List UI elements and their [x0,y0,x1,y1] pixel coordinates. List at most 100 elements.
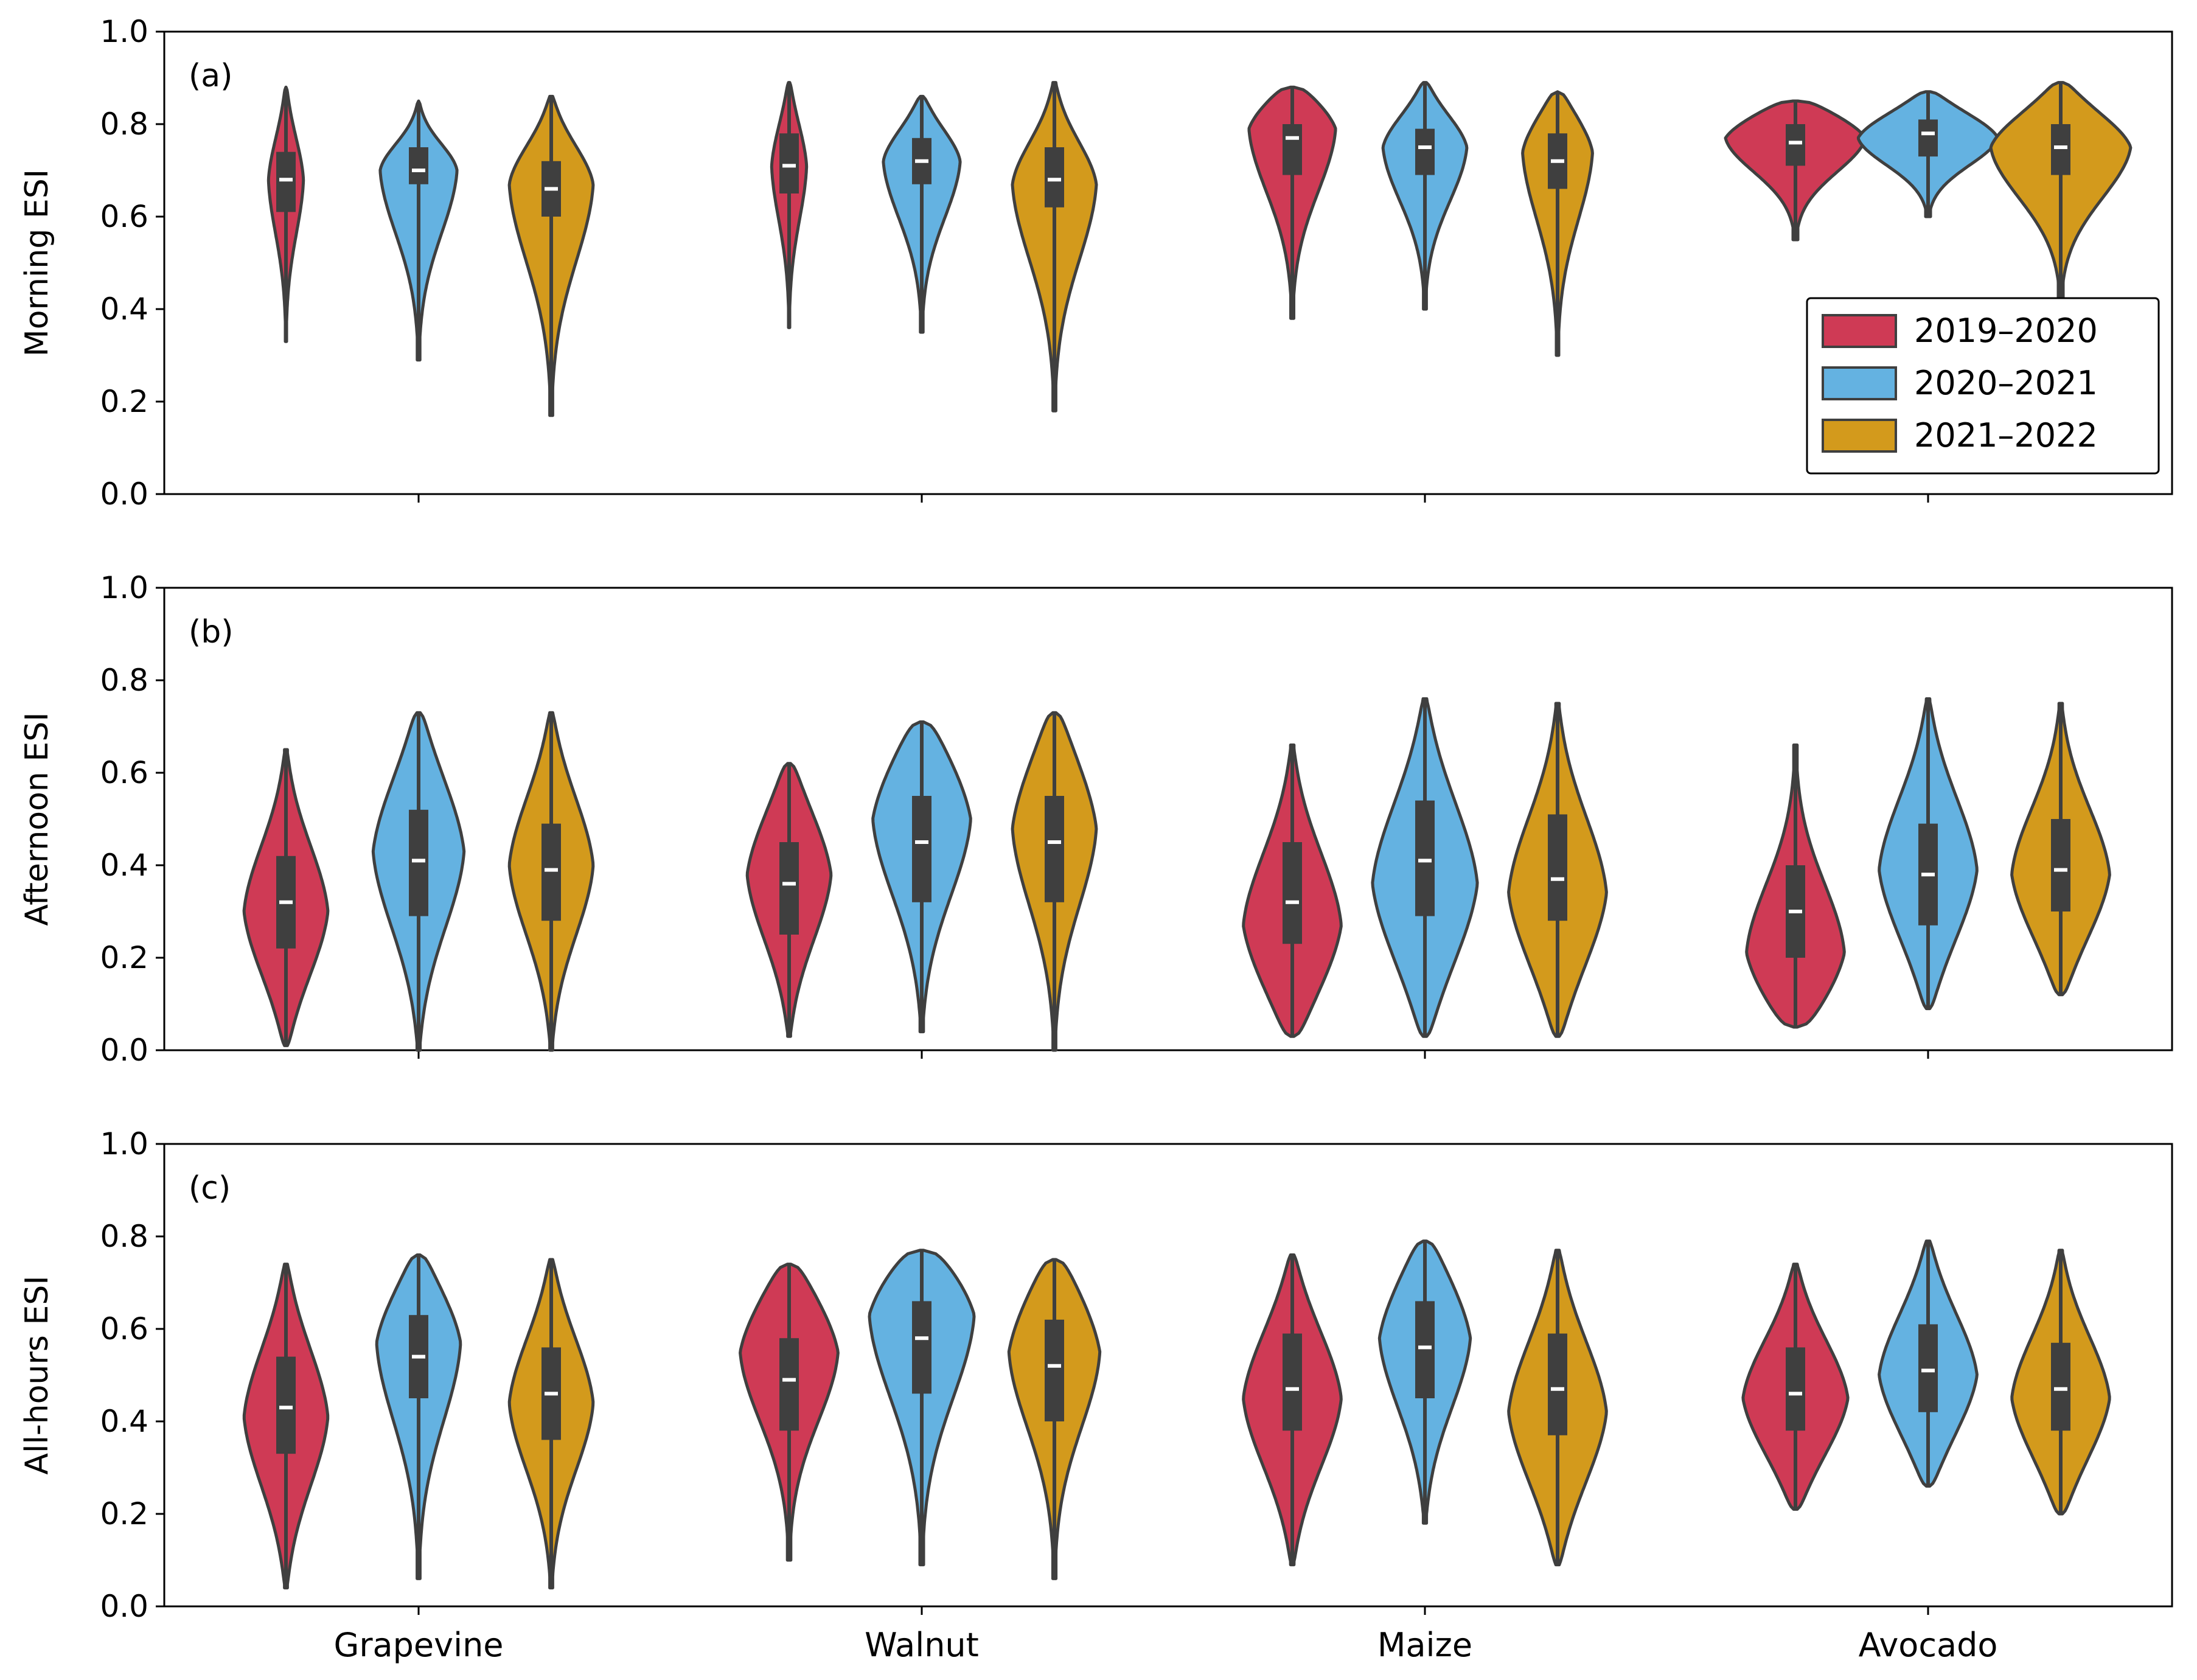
violin-iqr-box [1283,842,1302,944]
y-tick-label: 0.8 [100,663,148,698]
y-tick-label: 0.6 [100,1311,148,1347]
legend-swatch [1822,314,1897,348]
violin-iqr-box [276,1356,296,1454]
violin-iqr-box [1918,1324,1938,1412]
violin-iqr-box [541,823,561,921]
violin-iqr-box [1415,1301,1435,1398]
violin [1878,697,1979,1011]
legend-label: 2021–2022 [1914,416,2098,455]
violin [1507,702,1608,1038]
violin-iqr-box [409,147,428,184]
legend: 2019–2020 2020–2021 2021–2022 [1806,297,2160,475]
y-axis-label: All-hours ESI [19,1275,55,1474]
y-tick-label: 0.0 [100,1033,148,1068]
violin-iqr-box [779,842,799,935]
violin-iqr-box [2051,819,2070,911]
violin-iqr-box [1548,814,1567,921]
violin [507,94,595,417]
y-tick-label: 0.0 [100,1589,148,1624]
y-tick-label: 0.8 [100,106,148,142]
violin [378,99,459,362]
violin-iqr-box [276,152,296,212]
legend-label: 2019–2020 [1914,312,2098,350]
legend-swatch [1822,419,1897,453]
y-tick-label: 0.2 [100,384,148,419]
panel-label: (c) [189,1170,231,1207]
violin [2010,1249,2111,1516]
violin [371,711,466,1052]
violin-iqr-box [912,796,931,902]
violin-iqr-box [779,133,799,193]
violin [266,85,305,343]
violin-iqr-box [1045,147,1064,207]
violin [1242,743,1343,1038]
violin [1741,1263,1850,1511]
violin [242,1263,330,1590]
violin-iqr-box [1283,124,1302,175]
panel-1: 0.0 0.2 0.4 0.6 0.8 1.0 Morning ESI (a) [19,14,2173,512]
violin [1507,1249,1608,1567]
y-tick-label: 0.2 [100,1496,148,1532]
x-tick-label: Walnut [865,1626,979,1664]
violin [882,94,962,334]
x-tick-label: Maize [1377,1626,1472,1664]
violin [1745,743,1846,1029]
x-tick-label: Grapevine [333,1626,503,1664]
violin-iqr-box [1045,1319,1064,1421]
violin [242,748,330,1047]
violin-iqr-box [1415,128,1435,175]
panel-2: 0.0 0.2 0.4 0.6 0.8 1.0 Afternoon ESI (b) [19,570,2173,1068]
violin [1381,81,1469,311]
violin-iqr-box [912,1301,931,1394]
panel-label: (a) [189,58,232,94]
violin [507,711,595,1052]
y-tick-label: 1.0 [100,1126,148,1162]
panel-3: 0.0 0.2 0.4 0.6 0.8 1.0 All-hours ESI (c) Grapev… [19,1126,2173,1664]
violin [1011,81,1098,413]
violin-iqr-box [1786,124,1805,166]
violin-iqr-box [1786,1347,1805,1431]
axes-frame [163,587,2173,1051]
violin [1521,90,1594,357]
violin [1989,81,2133,302]
violin [1011,711,1098,1052]
violin-iqr-box [1548,1333,1567,1435]
legend-swatch [1822,366,1897,400]
violin [1377,1239,1472,1525]
violin-iqr-box [2051,124,2070,175]
violin [739,1263,840,1562]
legend-label: 2020–2021 [1914,364,2098,402]
y-tick-label: 1.0 [100,14,148,49]
y-tick-label: 0.4 [100,291,148,327]
violin [1242,1253,1343,1567]
x-tick-label: Avocado [1859,1626,1998,1664]
violin-iqr-box [1283,1333,1302,1431]
y-tick-label: 0.8 [100,1219,148,1254]
violin-iqr-box [2051,1342,2070,1431]
violin [871,720,972,1034]
violin [745,762,833,1038]
y-axis-label: Morning ESI [19,169,55,357]
violin-iqr-box [1918,119,1938,157]
y-tick-label: 0.2 [100,940,148,975]
panel-label: (b) [189,614,234,650]
y-tick-label: 0.6 [100,199,148,234]
axes-frame [163,30,2173,495]
y-tick-label: 1.0 [100,570,148,605]
violin-iqr-box [409,809,428,916]
violin [1247,85,1337,320]
y-tick-label: 0.4 [100,848,148,883]
violin [1007,1258,1102,1580]
violin [770,81,809,329]
violin [1371,697,1479,1038]
y-tick-label: 0.0 [100,476,148,512]
violin [1856,90,2000,218]
violin [1878,1239,1979,1488]
y-axis-label: Afternoon ESI [19,712,55,925]
violin [868,1249,976,1567]
violin [375,1253,462,1580]
violin-iqr-box [1045,796,1064,902]
violin [2010,702,2111,997]
y-tick-label: 0.6 [100,755,148,790]
